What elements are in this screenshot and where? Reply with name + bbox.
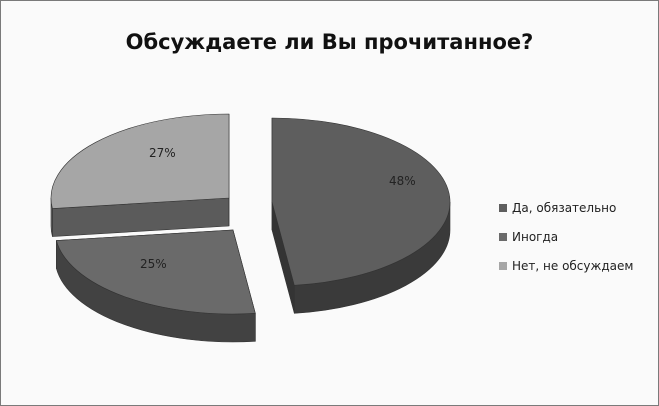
slice-no — [50, 113, 230, 237]
legend-swatch-sometimes — [499, 233, 507, 241]
legend-label-yes: Да, обязательно — [512, 201, 617, 215]
legend-swatch-yes — [499, 204, 507, 212]
data-label-no: 27% — [149, 146, 176, 160]
chart-title: Обсуждаете ли Вы прочитанное? — [125, 30, 534, 54]
legend-item-sometimes: Иногда — [499, 230, 633, 245]
legend-item-yes: Да, обязательно — [499, 201, 633, 216]
slice-sometimes — [56, 229, 256, 343]
legend-item-no: Нет, не обсуждаем — [499, 259, 633, 274]
pie-slices — [50, 113, 451, 343]
legend-label-sometimes: Иногда — [512, 230, 559, 244]
data-label-sometimes: 25% — [140, 257, 167, 271]
pie-data-labels: 48% 25% 27% — [140, 146, 416, 271]
data-label-yes: 48% — [389, 174, 416, 188]
chart-legend: Да, обязательно Иногда Нет, не обсуждаем — [499, 201, 633, 288]
legend-swatch-no — [499, 262, 507, 270]
slice-yes — [271, 117, 451, 314]
legend-label-no: Нет, не обсуждаем — [512, 259, 634, 273]
